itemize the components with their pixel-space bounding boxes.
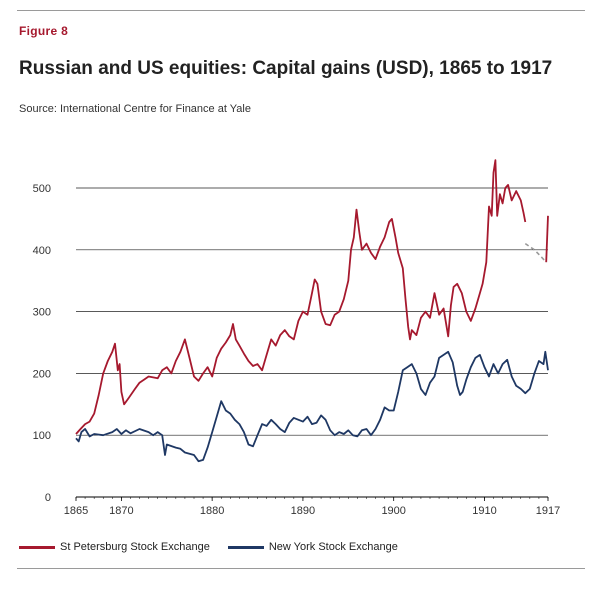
projection-dashed-line: [524, 242, 547, 263]
y-tick-label-100: 100: [33, 430, 51, 442]
x-tick-label-1890: 1890: [291, 505, 315, 517]
figure-label: Figure 8: [19, 24, 69, 38]
legend-label-russia: St Petersburg Stock Exchange: [60, 541, 210, 553]
y-tick-label-200: 200: [33, 368, 51, 380]
chart-legend: St Petersburg Stock Exchange New York St…: [19, 541, 416, 553]
chart-title: Russian and US equities: Capital gains (…: [19, 58, 553, 79]
y-tick-label-0: 0: [45, 492, 51, 504]
legend-label-us: New York Stock Exchange: [268, 541, 398, 553]
legend-item-us: New York Stock Exchange: [227, 541, 398, 553]
x-tick-label-1910: 1910: [472, 505, 496, 517]
x-tick-label-1880: 1880: [200, 505, 224, 517]
x-tick-labels: 1865 1870 1880 1890 1900 1910 1917: [64, 505, 560, 517]
x-tick-label-1870: 1870: [109, 505, 133, 517]
series-line-new-york: [75, 350, 549, 463]
y-tick-label-500: 500: [33, 183, 51, 195]
legend-item-russia: St Petersburg Stock Exchange: [19, 541, 210, 553]
y-tick-labels: 0 100 200 300 400 500: [33, 183, 51, 504]
series-line-st-petersburg-1: [545, 215, 549, 263]
y-tick-label-400: 400: [33, 245, 51, 257]
y-tick-label-300: 300: [33, 307, 51, 319]
chart-source: Source: International Centre for Finance…: [19, 103, 251, 115]
legend-swatch-us: [227, 545, 264, 549]
top-rule: [17, 10, 585, 11]
gridlines: [75, 187, 549, 501]
legend-swatch-russia: [19, 545, 55, 549]
data-series: [75, 159, 549, 463]
x-tick-label-1865: 1865: [64, 505, 88, 517]
series-line-st-petersburg-0: [75, 159, 527, 435]
x-tick-label-1917: 1917: [536, 505, 560, 517]
x-tick-label-1900: 1900: [381, 505, 405, 517]
bottom-rule: [17, 568, 585, 569]
